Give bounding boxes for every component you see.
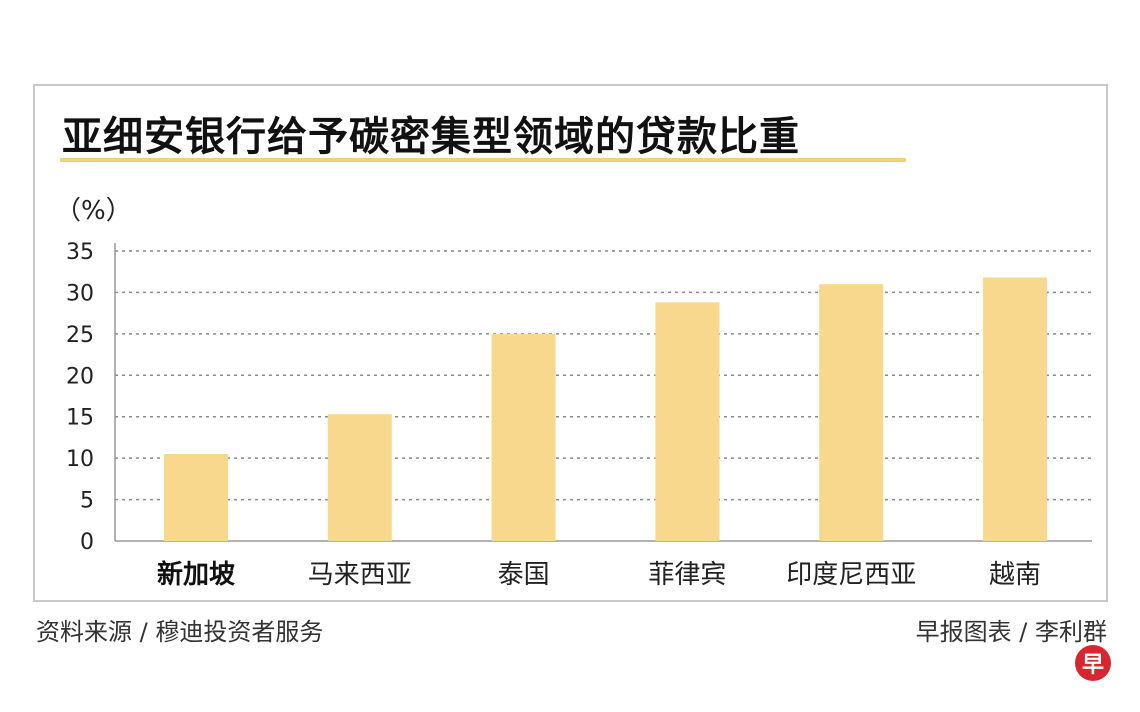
bar-2 — [491, 333, 556, 541]
bar-0 — [164, 454, 228, 541]
x-category-label-4: 印度尼西亚 — [786, 560, 916, 590]
chart-title: 亚细安银行给予碳密集型领域的贷款比重 — [62, 114, 800, 160]
bar-5 — [983, 277, 1047, 541]
y-tick-label-0: 0 — [80, 530, 94, 555]
x-category-label-0: 新加坡 — [157, 559, 235, 590]
y-axis-unit-label: （%） — [55, 196, 132, 226]
y-tick-label-5: 5 — [80, 489, 94, 514]
chart-frame — [33, 84, 1108, 602]
gridlines — [115, 250, 1092, 501]
x-category-label-2: 泰国 — [498, 560, 550, 590]
y-axis: 0 5 10 15 20 25 30 35 — [66, 240, 1092, 555]
x-category-label-1: 马来西亚 — [308, 560, 412, 590]
bar-1 — [327, 414, 392, 541]
bar-3 — [655, 302, 720, 541]
title-underline — [60, 158, 906, 162]
x-category-label-5: 越南 — [989, 560, 1041, 590]
y-tick-label-20: 20 — [66, 364, 94, 389]
x-axis-labels: 新加坡 马来西亚 泰国 菲律宾 印度尼西亚 越南 — [157, 559, 1041, 590]
bars — [164, 277, 1047, 541]
y-tick-label-15: 15 — [66, 406, 94, 431]
y-tick-label-30: 30 — [66, 281, 94, 306]
source-note: 资料来源 / 穆迪投资者服务 — [36, 618, 324, 646]
chart-credit: 早报图表 / 李利群 — [915, 618, 1107, 646]
y-tick-label-10: 10 — [66, 447, 94, 472]
bar-4 — [819, 284, 884, 541]
y-tick-label-25: 25 — [66, 323, 94, 348]
x-category-label-3: 菲律宾 — [648, 560, 726, 590]
y-tick-label-35: 35 — [66, 240, 94, 265]
zaobao-logo: 早 — [1075, 645, 1111, 681]
